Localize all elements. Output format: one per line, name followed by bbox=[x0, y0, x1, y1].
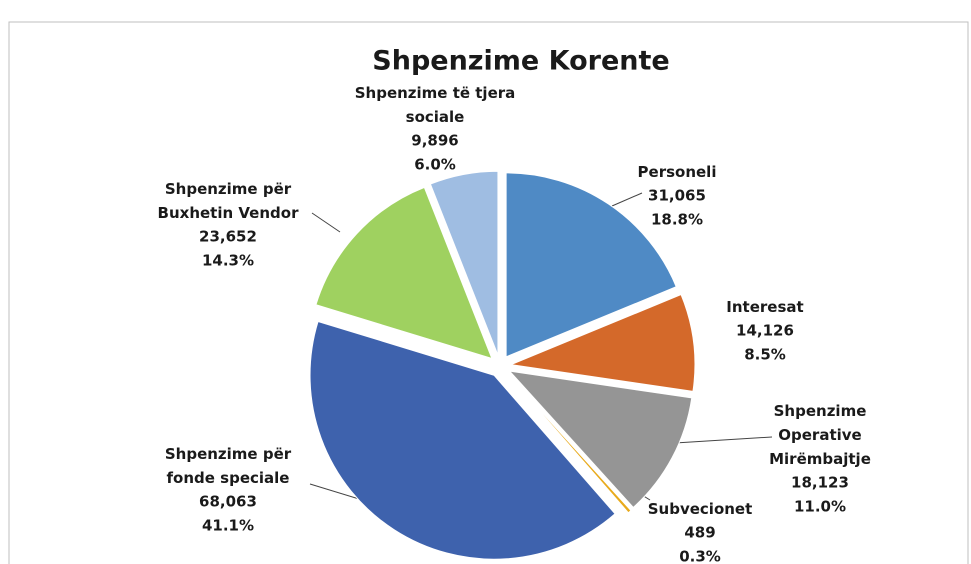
slice-category-label: Interesat bbox=[726, 298, 803, 316]
slice-value-label: 9,896 bbox=[411, 132, 458, 150]
pie-slice bbox=[508, 370, 693, 509]
pie-slice bbox=[509, 293, 696, 392]
leader-line bbox=[674, 436, 773, 444]
slice-percent-label: 14.3% bbox=[202, 252, 254, 270]
pie-slice bbox=[315, 186, 493, 360]
slice-category-label: Shpenzime për Buxhetin Vendor bbox=[158, 180, 300, 222]
slice-percent-label: 18.8% bbox=[651, 211, 703, 229]
slice-percent-label: 11.0% bbox=[794, 498, 846, 516]
pie-slice bbox=[506, 373, 632, 514]
pie-slice bbox=[309, 320, 616, 560]
pie-slice bbox=[429, 170, 499, 356]
leader-line bbox=[311, 212, 341, 233]
leader-line bbox=[611, 192, 643, 207]
slice-percent-label: 41.1% bbox=[202, 517, 254, 535]
slice-value-label: 489 bbox=[684, 524, 715, 542]
slice-category-label: Shpenzime të tjera sociale bbox=[355, 84, 516, 126]
slice-category-label: Subvecionet bbox=[648, 500, 753, 518]
slice-value-label: 31,065 bbox=[648, 187, 706, 205]
slice-value-label: 23,652 bbox=[199, 228, 257, 246]
chart-frame bbox=[8, 21, 969, 564]
slice-value-label: 68,063 bbox=[199, 493, 257, 511]
slice-value-label: 14,126 bbox=[736, 322, 794, 340]
slice-percent-label: 8.5% bbox=[744, 346, 786, 364]
pie-slice bbox=[505, 172, 677, 358]
slice-category-label: Shpenzime për fonde speciale bbox=[165, 445, 292, 487]
slice-category-label: Shpenzime Operative Mirëmbajtje bbox=[769, 402, 871, 468]
slice-category-label: Personeli bbox=[638, 163, 717, 181]
slice-percent-label: 0.3% bbox=[679, 548, 721, 564]
slice-value-label: 18,123 bbox=[791, 474, 849, 492]
slice-percent-label: 6.0% bbox=[414, 156, 456, 174]
chart-title: Shpenzime Korente bbox=[372, 46, 669, 77]
